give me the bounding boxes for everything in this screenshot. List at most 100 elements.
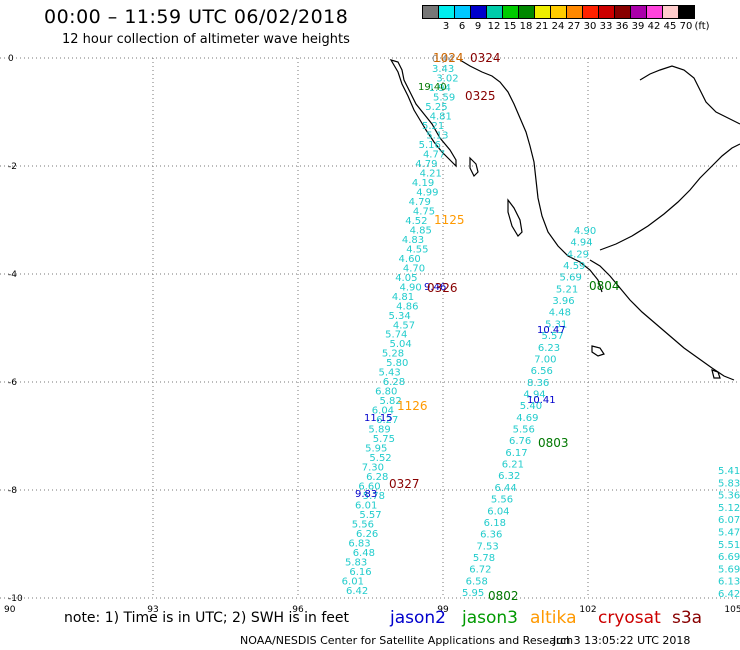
swh-value: 4.75 <box>413 206 435 217</box>
swh-value: 6.21 <box>502 460 524 471</box>
y-tick-label: -10 <box>8 594 23 604</box>
swh-value: 5.83 <box>718 478 740 489</box>
swh-value: 5.56 <box>491 495 513 506</box>
swh-value: 4.05 <box>395 273 417 284</box>
swh-value: 5.04 <box>389 339 411 350</box>
swh-value: 5.74 <box>385 330 407 341</box>
borneo-coast <box>639 65 740 125</box>
swh-value: 4.85 <box>410 225 432 236</box>
swh-value: 7.00 <box>534 354 556 365</box>
swh-value: 4.60 <box>399 254 421 265</box>
scale-label: 9 <box>474 21 482 32</box>
swh-value: 6.42 <box>346 586 368 597</box>
time-label: 0324 <box>470 51 501 65</box>
scale-label: 21 <box>535 21 549 32</box>
x-tick-label: 96 <box>292 605 304 615</box>
y-tick-label: -4 <box>8 270 17 280</box>
swh-value: 4.55 <box>406 244 428 255</box>
island-enggano <box>591 345 605 357</box>
swh-value: 4.69 <box>516 413 538 424</box>
time-label: 0327 <box>389 477 420 491</box>
scale-label: 33 <box>599 21 613 32</box>
swh-value: 5.57 <box>541 331 563 342</box>
swh-value: 4.79 <box>415 159 437 170</box>
swh-value: 6.56 <box>531 366 553 377</box>
swh-value: 4.81 <box>430 111 452 122</box>
scale-swatch <box>678 5 695 19</box>
time-label: 0326 <box>427 281 458 295</box>
java-coast <box>589 259 735 381</box>
y-tick-label: 0 <box>8 54 14 64</box>
swh-value: 6.01 <box>342 577 364 588</box>
swh-value-highlight: 11.15 <box>364 413 393 424</box>
swh-value: 5.59 <box>433 92 455 103</box>
map-title: 00:00 – 11:59 UTC 06/02/2018 <box>44 6 349 28</box>
swh-value-gray: 0.44 <box>432 54 454 65</box>
swh-value: 6.80 <box>375 387 397 398</box>
time-label: 0803 <box>538 436 569 450</box>
swh-value: 5.52 <box>369 453 391 464</box>
swh-value: 6.04 <box>372 406 394 417</box>
satellite-legend-item: s3a <box>672 608 703 628</box>
swh-value: 6.58 <box>466 576 488 587</box>
x-tick-label: 99 <box>437 605 449 615</box>
x-tick-label: 105 <box>724 605 740 615</box>
color-scale-labels: 3 6 9 12 15 18 21 24 27 30 33 36 39 42 45 70 (ft) <box>422 19 710 33</box>
swh-value: 3.43 <box>432 64 454 75</box>
swh-value: 6.28 <box>383 377 405 388</box>
satellite-legend-item: jason2 <box>390 608 446 628</box>
swh-value: 4.94 <box>523 389 545 400</box>
scale-label: 39 <box>631 21 645 32</box>
swh-value: 4.77 <box>423 149 445 160</box>
swh-value: 4.70 <box>403 263 425 274</box>
swh-value: 5.40 <box>520 401 542 412</box>
swh-value: 6.18 <box>484 518 506 529</box>
swh-value: 6.17 <box>505 448 527 459</box>
time-label: 1125 <box>434 213 465 227</box>
swh-value: 5.16 <box>419 140 441 151</box>
map-grid: 90 93 96 99 102 105 0 -2 -4 -6 -8 -10 <box>0 54 740 615</box>
x-tick-label: 102 <box>579 605 596 615</box>
swh-value: 6.27 <box>376 415 398 426</box>
swh-value: 5.41 <box>718 466 740 477</box>
swh-value: 6.69 <box>718 552 740 563</box>
x-tick-label: 90 <box>4 605 16 615</box>
track-a: 3.433.021.945.595.254.815.215.135.164.77… <box>342 54 459 597</box>
scale-label: 36 <box>615 21 629 32</box>
swh-value: 4.83 <box>402 235 424 246</box>
swh-value: 7.53 <box>476 541 498 552</box>
swh-value: 5.80 <box>386 358 408 369</box>
swh-value: 4.90 <box>400 282 422 293</box>
swh-value: 4.52 <box>405 216 427 227</box>
scale-label: 3 <box>442 21 450 32</box>
swh-value: 6.13 <box>718 577 740 588</box>
island-nias <box>469 156 479 178</box>
swh-value: 5.13 <box>426 130 448 141</box>
swh-value: 5.56 <box>352 520 374 531</box>
sumatra-coast <box>389 59 457 168</box>
swh-value: 6.16 <box>349 567 371 578</box>
scale-label: 45 <box>663 21 677 32</box>
time-label: 0325 <box>465 89 496 103</box>
time-label: 0804 <box>589 279 620 293</box>
swh-value: 5.69 <box>560 273 582 284</box>
swh-value: 5.78 <box>473 553 495 564</box>
time-labels: 1024 0324 0325 1125 0326 1126 0327 0804 0803 0802 <box>389 51 620 603</box>
swh-value: 5.89 <box>368 425 390 436</box>
java-north-coast <box>599 143 740 251</box>
swh-value: 4.57 <box>393 320 415 331</box>
swh-value: 5.21 <box>556 284 578 295</box>
swh-value: 5.36 <box>718 491 740 502</box>
swh-value: 6.23 <box>538 343 560 354</box>
time-label: 0802 <box>488 589 519 603</box>
track-b: 4.904.944.294.595.695.213.964.485.315.57… <box>462 226 596 599</box>
swh-value: 6.83 <box>348 539 370 550</box>
swh-value: 5.78 <box>363 491 385 502</box>
swh-value-highlight: 10.47 <box>537 325 566 336</box>
swh-value: 4.81 <box>392 292 414 303</box>
swh-value: 5.95 <box>462 588 484 599</box>
scale-label: (ft) <box>694 21 710 32</box>
sumatra-east-coast <box>459 59 603 293</box>
swh-value: 6.07 <box>718 515 740 526</box>
swh-value: 5.56 <box>513 425 535 436</box>
